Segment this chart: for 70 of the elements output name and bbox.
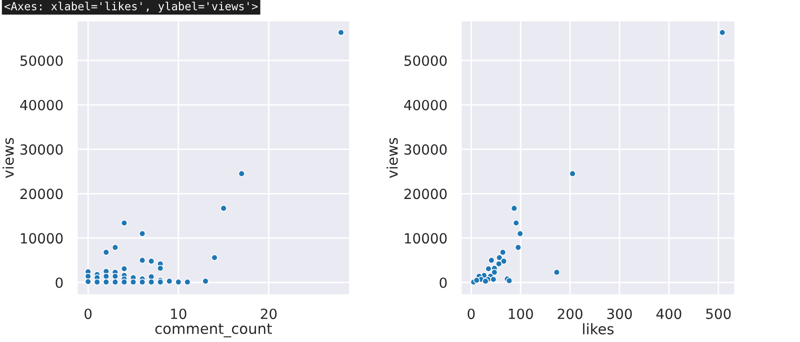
point [202, 278, 209, 285]
y-tick-label: 0 [56, 277, 63, 288]
point [175, 278, 182, 286]
x-tick-label: 300 [607, 308, 632, 320]
point [514, 244, 522, 251]
point [718, 29, 726, 36]
y-tick-label: 20000 [20, 188, 63, 200]
point [184, 278, 191, 286]
point [238, 170, 245, 178]
point [166, 278, 173, 285]
point [148, 258, 155, 265]
point [112, 244, 119, 251]
y-tick-label: 50000 [20, 55, 63, 66]
point [102, 248, 110, 256]
y-tick-label: 10000 [404, 233, 447, 244]
point [516, 230, 524, 238]
point [84, 272, 92, 280]
point [338, 29, 344, 36]
point [130, 278, 137, 286]
point [220, 204, 227, 212]
point [156, 264, 164, 272]
point [138, 230, 146, 238]
x-tick-label: 0 [84, 308, 92, 320]
x-axis-title: likes [583, 323, 614, 334]
y-tick-label: 10000 [20, 233, 63, 244]
point [211, 254, 218, 261]
point [112, 272, 119, 280]
point [94, 278, 100, 286]
point [102, 278, 110, 286]
y-tick-label: 40000 [404, 100, 447, 110]
point [500, 258, 508, 265]
y-tick-label: 30000 [20, 144, 63, 155]
point [482, 278, 489, 285]
point [138, 278, 146, 286]
x-tick-label: 0 [468, 308, 475, 320]
point [473, 276, 480, 284]
point [553, 268, 560, 276]
x-tick-label: 20 [260, 308, 277, 320]
x-axis-title: comment_count [155, 324, 272, 338]
y-tick-label: 50000 [404, 55, 447, 66]
point [120, 278, 128, 286]
point [510, 204, 518, 212]
point [120, 265, 128, 272]
point [102, 272, 110, 280]
point [569, 170, 576, 178]
point [120, 220, 128, 226]
point [496, 260, 502, 268]
point [84, 278, 92, 285]
point [499, 248, 506, 256]
point [138, 256, 146, 264]
y-tick-label: 20000 [404, 188, 447, 200]
point [488, 256, 495, 264]
point [148, 273, 155, 280]
y-tick-label: 40000 [20, 100, 63, 110]
point [148, 278, 155, 286]
point [512, 220, 520, 226]
y-tick-label: 0 [440, 277, 447, 288]
point [112, 278, 119, 286]
x-tick-label: 400 [656, 308, 682, 320]
x-tick-label: 10 [171, 308, 186, 320]
y-axis-title: views [386, 138, 398, 178]
point [490, 276, 497, 283]
x-tick-label: 500 [706, 308, 731, 320]
y-axis-title: views [2, 138, 14, 178]
point [485, 265, 492, 272]
x-tick-label: 200 [558, 308, 582, 320]
text: <Axes: xlabel='likes', ylabel='views'> [4, 2, 258, 13]
x-tick-label: 100 [508, 308, 533, 320]
point [491, 268, 498, 276]
y-tick-label: 30000 [404, 144, 447, 155]
